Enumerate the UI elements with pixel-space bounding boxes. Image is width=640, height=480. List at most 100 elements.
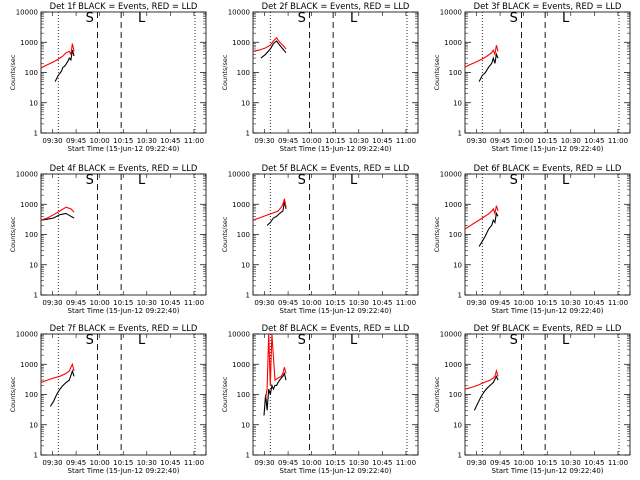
series-events-line (40, 212, 75, 221)
panel-det-5: Det 5f BLACK = Events, RED = LLD 1 10 100 10… (221, 163, 419, 315)
x-tick-label: 09:30 (42, 137, 62, 145)
plot-frame (464, 11, 631, 134)
x-tick-label: 09:30 (254, 299, 274, 307)
x-axis-label: Start Time (15-Jun-12 09:22:40) (280, 467, 392, 475)
marker-label-s: S (298, 173, 306, 188)
x-tick-label: 10:15 (325, 299, 345, 307)
marker-label-l: L (562, 333, 570, 348)
x-tick-label: 10:00 (90, 299, 110, 307)
y-tick-label: 100 (237, 69, 250, 77)
x-axis-label: Start Time (15-Jun-12 09:22:40) (68, 467, 180, 475)
plot-frame (252, 11, 419, 134)
y-tick-label: 1 (458, 452, 462, 460)
panel-det-6: Det 6f BLACK = Events, RED = LLD 1 10 100 10… (433, 163, 631, 315)
y-tick-label: 100 (25, 391, 38, 399)
x-tick-label: 10:45 (584, 299, 604, 307)
y-tick-label: 1000 (444, 361, 462, 369)
marker-label-l: L (138, 173, 146, 188)
x-tick-label: 10:15 (537, 299, 557, 307)
x-tick-label: 09:45 (490, 459, 510, 467)
y-tick-label: 10 (241, 421, 250, 429)
panel-det-1: Det 1f BLACK = Events, RED = LLD 1 10 100 10… (9, 1, 207, 153)
series-events-line (54, 49, 75, 82)
series-lld-line (252, 198, 287, 221)
x-tick-label: 11:00 (608, 137, 628, 145)
series-events-line (478, 211, 499, 247)
panel-title: Det 1f BLACK = Events, RED = LLD (50, 1, 198, 11)
y-tick-label: 1 (458, 130, 462, 138)
y-axis-label: Counts/sec (9, 376, 17, 412)
x-tick-label: 10:00 (514, 299, 534, 307)
panel-det-4: Det 4f BLACK = Events, RED = LLD 1 10 100 10… (9, 163, 207, 315)
panel-det-7: Det 7f BLACK = Events, RED = LLD 1 10 100 10… (9, 323, 207, 475)
x-tick-label: 09:45 (66, 459, 86, 467)
y-tick-label: 10 (453, 421, 462, 429)
y-tick-label: 10000 (440, 9, 462, 17)
y-tick-label: 1000 (232, 39, 250, 47)
series-lld-line (40, 43, 75, 69)
x-tick-label: 09:45 (278, 459, 298, 467)
series-events-line (266, 201, 287, 226)
x-axis-label: Start Time (15-Jun-12 09:22:40) (280, 145, 392, 153)
x-axis-label: Start Time (15-Jun-12 09:22:40) (492, 145, 604, 153)
panel-det-9: Det 9f BLACK = Events, RED = LLD 1 10 100 10… (433, 323, 631, 475)
x-tick-label: 10:00 (514, 137, 534, 145)
x-tick-label: 09:45 (278, 299, 298, 307)
marker-label-l: L (138, 11, 146, 26)
x-tick-label: 09:30 (42, 459, 62, 467)
y-tick-label: 100 (449, 69, 462, 77)
panel-title: Det 5f BLACK = Events, RED = LLD (262, 163, 410, 173)
x-tick-label: 10:45 (160, 299, 180, 307)
y-tick-label: 100 (25, 231, 38, 239)
y-tick-label: 1000 (444, 39, 462, 47)
y-tick-label: 100 (237, 391, 250, 399)
y-tick-label: 100 (449, 391, 462, 399)
y-axis-label: Counts/sec (9, 216, 17, 252)
x-axis-label: Start Time (15-Jun-12 09:22:40) (280, 307, 392, 315)
y-tick-label: 10 (29, 261, 38, 269)
marker-label-l: L (562, 173, 570, 188)
y-tick-label: 1 (246, 130, 250, 138)
x-tick-label: 11:00 (396, 459, 416, 467)
x-axis-label: Start Time (15-Jun-12 09:22:40) (492, 467, 604, 475)
y-tick-label: 100 (237, 231, 250, 239)
x-tick-label: 11:00 (184, 459, 204, 467)
x-tick-label: 10:00 (514, 459, 534, 467)
y-tick-label: 10 (241, 261, 250, 269)
x-tick-label: 10:30 (349, 299, 369, 307)
x-tick-label: 10:45 (372, 459, 392, 467)
y-tick-label: 10000 (440, 331, 462, 339)
marker-label-s: S (510, 11, 518, 26)
x-tick-label: 11:00 (396, 299, 416, 307)
series-events-line (260, 40, 287, 59)
y-tick-label: 1000 (232, 201, 250, 209)
series-lld-line (40, 206, 75, 221)
x-tick-label: 10:30 (349, 137, 369, 145)
marker-label-s: S (86, 173, 94, 188)
y-axis-label: Counts/sec (221, 216, 229, 252)
x-tick-label: 09:45 (490, 299, 510, 307)
panel-title: Det 9f BLACK = Events, RED = LLD (474, 323, 622, 333)
y-tick-label: 10 (29, 99, 38, 107)
y-tick-label: 1000 (232, 361, 250, 369)
y-axis-label: Counts/sec (433, 376, 441, 412)
plot-frame (252, 173, 419, 296)
y-axis-label: Counts/sec (433, 216, 441, 252)
y-tick-label: 10000 (228, 9, 250, 17)
x-tick-label: 10:15 (113, 459, 133, 467)
y-tick-label: 100 (449, 231, 462, 239)
x-tick-label: 10:00 (302, 299, 322, 307)
x-tick-label: 10:30 (137, 299, 157, 307)
panel-title: Det 6f BLACK = Events, RED = LLD (474, 163, 622, 173)
x-tick-label: 11:00 (184, 137, 204, 145)
marker-label-s: S (86, 11, 94, 26)
y-tick-label: 1 (458, 292, 462, 300)
series-lld-line (464, 205, 499, 230)
y-tick-label: 10000 (440, 171, 462, 179)
x-tick-label: 09:30 (466, 137, 486, 145)
x-tick-label: 10:45 (584, 137, 604, 145)
x-tick-label: 10:00 (302, 137, 322, 145)
plot-frame (464, 333, 631, 456)
y-tick-label: 1000 (444, 201, 462, 209)
panel-title: Det 7f BLACK = Events, RED = LLD (50, 323, 198, 333)
